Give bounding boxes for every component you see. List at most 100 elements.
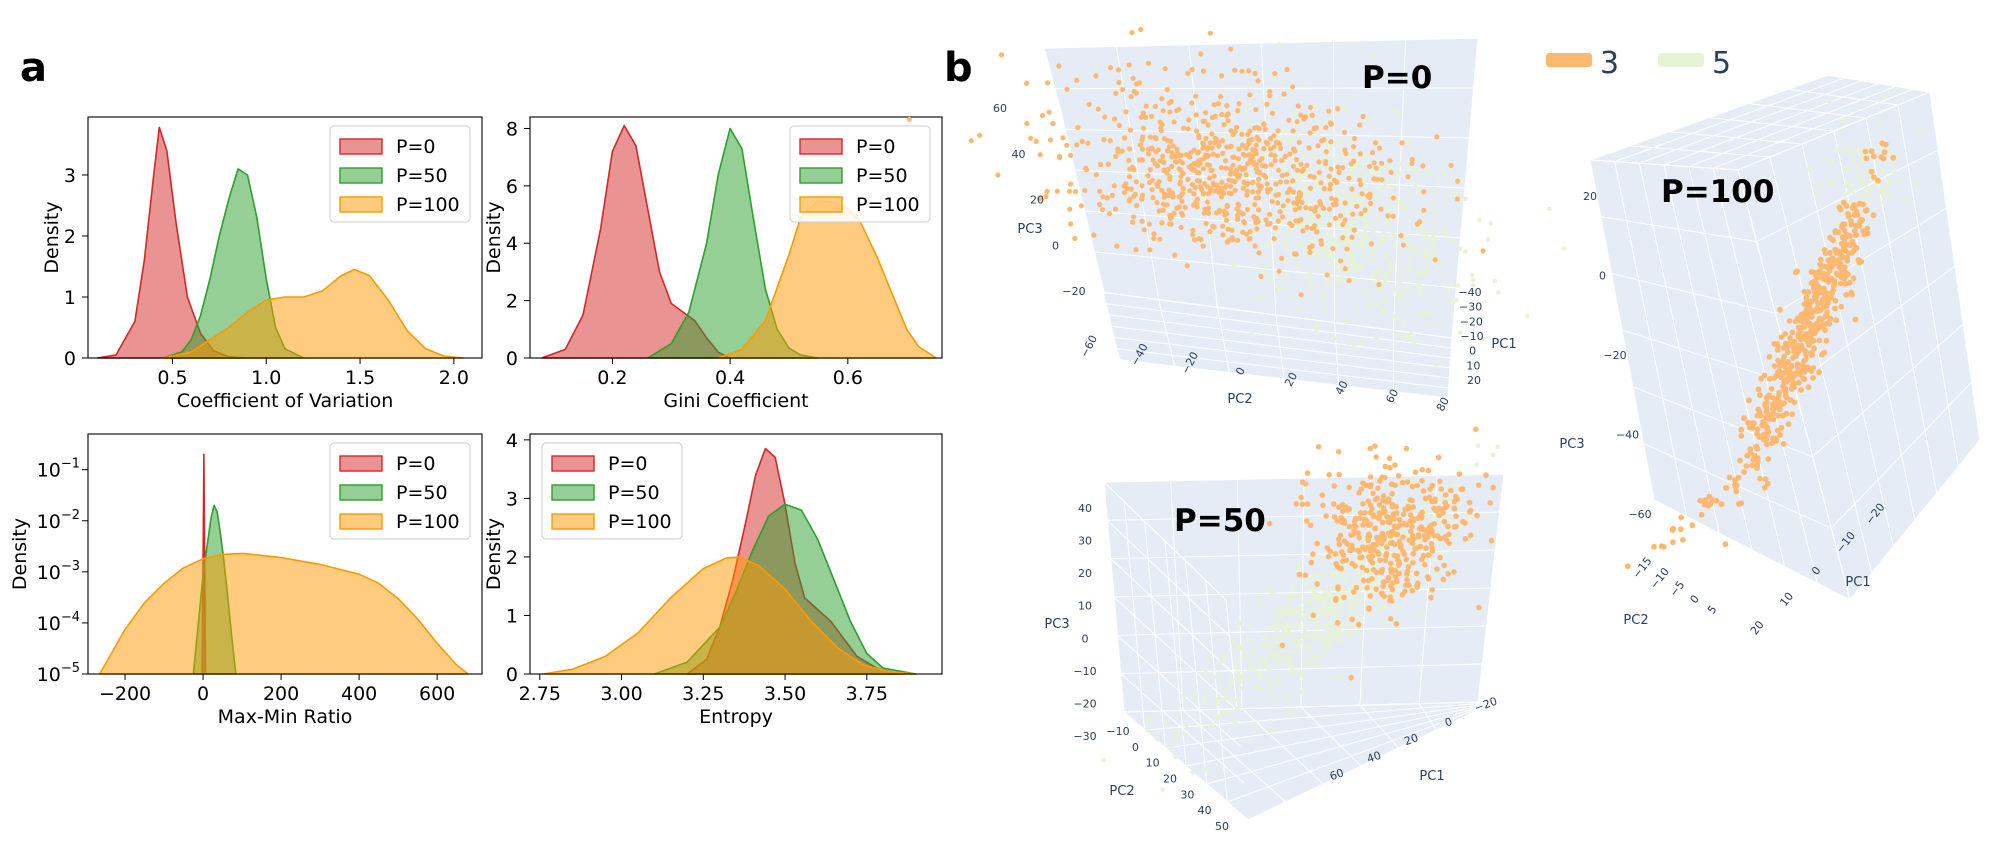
data-point-cluster-5 xyxy=(1366,118,1372,124)
data-point-cluster-3 xyxy=(1263,163,1269,169)
data-point-cluster-3 xyxy=(1227,171,1233,177)
data-point-cluster-3 xyxy=(1741,469,1747,475)
data-point-cluster-5 xyxy=(1845,190,1851,196)
data-point-cluster-3 xyxy=(1843,291,1850,298)
data-point-cluster-3 xyxy=(1738,433,1745,439)
data-point-cluster-3 xyxy=(1204,146,1210,152)
legend-swatch xyxy=(339,138,383,155)
data-point-cluster-5 xyxy=(1266,625,1271,630)
data-point-cluster-3 xyxy=(1726,474,1733,481)
data-point-cluster-5 xyxy=(1252,721,1258,726)
data-point-cluster-5 xyxy=(1336,193,1342,199)
data-point-cluster-5 xyxy=(1383,180,1388,186)
data-point-cluster-5 xyxy=(1247,675,1252,681)
data-point-cluster-3 xyxy=(1832,228,1839,234)
data-point-cluster-3 xyxy=(1219,179,1225,185)
data-point-cluster-3 xyxy=(1845,210,1851,217)
legend-label: P=100 xyxy=(396,511,460,533)
data-point-cluster-3 xyxy=(1247,92,1253,98)
data-point-cluster-3 xyxy=(1086,101,1092,108)
data-point-cluster-5 xyxy=(1286,138,1291,143)
data-point-cluster-3 xyxy=(1746,397,1752,404)
data-point-cluster-3 xyxy=(1275,128,1281,134)
data-point-cluster-3 xyxy=(1864,230,1871,237)
data-point-cluster-5 xyxy=(1353,507,1358,513)
data-point-cluster-3 xyxy=(1126,157,1132,163)
data-point-cluster-3 xyxy=(1211,140,1218,146)
data-point-cluster-5 xyxy=(1314,328,1319,333)
data-point-cluster-3 xyxy=(1224,203,1230,210)
data-point-cluster-3 xyxy=(1437,535,1444,542)
data-point-cluster-3 xyxy=(1284,190,1291,196)
data-point-cluster-3 xyxy=(1205,153,1211,159)
data-point-cluster-3 xyxy=(1400,242,1407,248)
data-point-cluster-3 xyxy=(1385,577,1391,584)
data-point-cluster-3 xyxy=(1770,435,1776,442)
data-point-cluster-3 xyxy=(1273,181,1279,187)
data-point-cluster-5 xyxy=(1362,230,1368,235)
data-point-cluster-3 xyxy=(1293,501,1300,507)
data-point-cluster-5 xyxy=(1264,262,1269,268)
data-point-cluster-3 xyxy=(1212,135,1218,141)
data-point-cluster-3 xyxy=(1817,256,1824,263)
data-point-cluster-5 xyxy=(1382,253,1388,259)
data-point-cluster-3 xyxy=(1412,469,1419,476)
data-point-cluster-3 xyxy=(1245,161,1251,167)
data-point-cluster-5 xyxy=(1315,254,1321,260)
data-point-cluster-5 xyxy=(1383,298,1389,303)
data-point-cluster-3 xyxy=(1396,522,1403,529)
data-point-cluster-3 xyxy=(1122,135,1128,141)
data-point-cluster-3 xyxy=(1219,111,1225,118)
data-point-cluster-3 xyxy=(1362,510,1368,516)
x-axis-label: Coefficient of Variation xyxy=(177,390,394,412)
data-point-cluster-3 xyxy=(1857,218,1864,225)
data-point-cluster-5 xyxy=(1317,638,1323,643)
data-point-cluster-3 xyxy=(1174,159,1180,165)
data-point-cluster-5 xyxy=(1345,106,1350,111)
data-point-cluster-3 xyxy=(1429,548,1436,554)
data-point-cluster-5 xyxy=(1891,169,1896,175)
data-point-cluster-3 xyxy=(1420,552,1427,559)
data-point-cluster-5 xyxy=(1257,664,1262,669)
data-point-cluster-5 xyxy=(1339,622,1345,628)
y-tick-label: 2 xyxy=(64,226,76,248)
data-point-cluster-3 xyxy=(1713,497,1720,504)
data-point-cluster-3 xyxy=(1299,501,1306,508)
data-point-cluster-3 xyxy=(1212,188,1218,194)
data-point-cluster-3 xyxy=(1266,520,1273,527)
data-point-cluster-3 xyxy=(1805,289,1812,295)
grid-line xyxy=(1205,580,1228,803)
data-point-cluster-3 xyxy=(1304,224,1310,230)
data-point-cluster-5 xyxy=(1366,573,1371,578)
data-point-cluster-3 xyxy=(1436,512,1442,519)
data-point-cluster-5 xyxy=(1331,571,1336,576)
data-point-cluster-3 xyxy=(1333,197,1339,203)
data-point-cluster-3 xyxy=(1130,219,1136,225)
data-point-cluster-3 xyxy=(1244,192,1250,198)
data-point-cluster-5 xyxy=(1814,193,1820,199)
data-point-cluster-5 xyxy=(1432,252,1438,258)
data-point-cluster-3 xyxy=(1216,143,1222,149)
data-point-cluster-5 xyxy=(1444,483,1450,489)
data-point-cluster-3 xyxy=(1338,258,1344,264)
data-point-cluster-5 xyxy=(1880,168,1885,174)
data-point-cluster-5 xyxy=(1349,606,1355,611)
data-point-cluster-3 xyxy=(1352,136,1358,142)
data-point-cluster-5 xyxy=(1323,644,1329,650)
data-point-cluster-3 xyxy=(1186,164,1192,170)
data-point-cluster-3 xyxy=(1336,169,1342,175)
data-point-cluster-5 xyxy=(1313,102,1318,108)
data-point-cluster-5 xyxy=(1395,292,1401,298)
legend-swatch xyxy=(799,196,843,213)
data-point-cluster-3 xyxy=(1761,372,1768,379)
data-point-cluster-5 xyxy=(1806,167,1811,172)
data-point-cluster-5 xyxy=(1377,287,1382,293)
data-point-cluster-3 xyxy=(1195,162,1201,168)
data-point-cluster-5 xyxy=(1155,736,1160,742)
data-point-cluster-5 xyxy=(1232,721,1238,726)
data-point-cluster-5 xyxy=(1294,566,1300,572)
data-point-cluster-5 xyxy=(1184,723,1190,728)
data-point-cluster-5 xyxy=(1274,95,1279,101)
data-point-cluster-3 xyxy=(1290,128,1296,134)
data-point-cluster-3 xyxy=(1157,119,1163,125)
